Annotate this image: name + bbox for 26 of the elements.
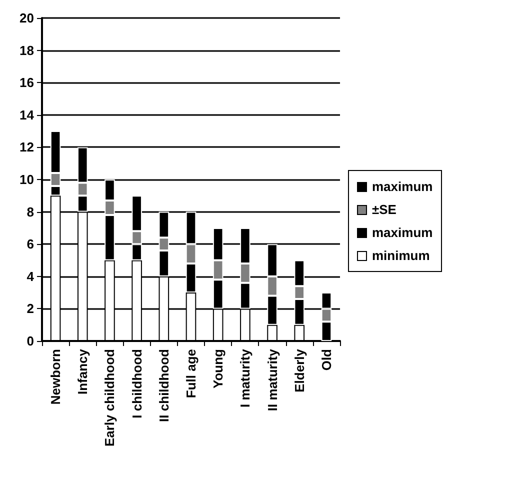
legend-label: ±SE [372, 202, 396, 217]
legend-label: maximum [372, 225, 433, 240]
x-tick-label: Young [210, 348, 226, 388]
x-tick-label: Elderly [292, 348, 307, 392]
y-tick-label: 14 [20, 107, 35, 122]
y-tick-label: 18 [20, 42, 34, 58]
x-tick-label: Infancy [75, 348, 90, 395]
y-tick-label: 0 [26, 334, 34, 348]
x-tick-label: I maturity [238, 348, 253, 408]
y-tick-label: 2 [26, 301, 34, 316]
legend-label: minimum [372, 248, 430, 263]
legend-label: maximum [372, 179, 433, 194]
y-tick-label: 16 [20, 75, 34, 90]
x-tick-label: I childhood [129, 348, 144, 418]
y-tick-label: 4 [26, 268, 35, 284]
y-tick-label: 12 [20, 140, 34, 155]
x-tick-label: Early childhood [102, 348, 118, 447]
x-tick-label: II maturity [264, 348, 280, 412]
y-tick-label: 6 [26, 236, 34, 252]
x-tick-label: Newborn [48, 348, 64, 405]
y-tick-label: 8 [26, 204, 34, 220]
y-tick-label: 20 [20, 10, 34, 26]
x-tick-label: Full age [184, 349, 198, 398]
x-tick-label: II childhood [156, 348, 172, 422]
y-tick-label: 10 [20, 172, 34, 187]
x-tick-label: Old [318, 348, 334, 371]
